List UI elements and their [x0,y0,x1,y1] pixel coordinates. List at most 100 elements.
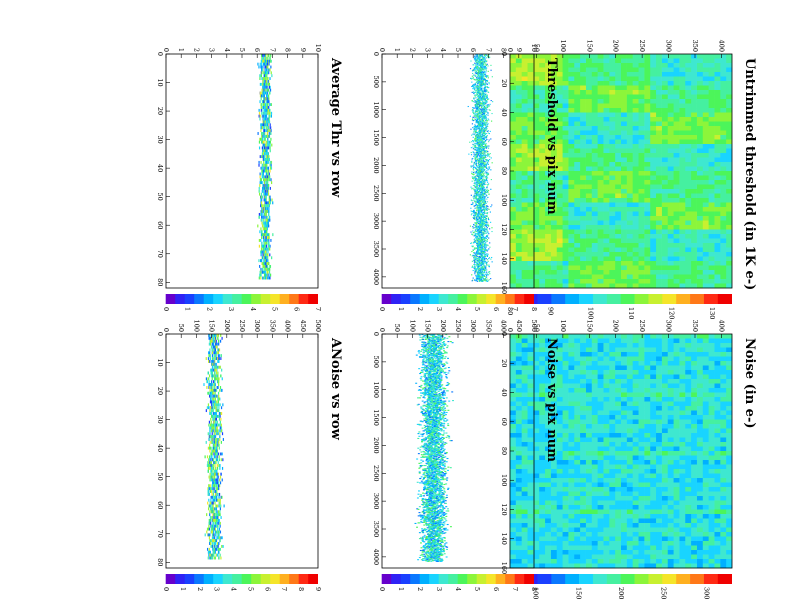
heatmap-cell [702,144,708,149]
heatmap-cell [632,176,638,181]
heatmap-cell [574,203,580,208]
heatmap-cell [603,519,609,524]
heatmap-cell [574,384,580,389]
heatmap-cell [685,447,691,452]
heatmap-cell [650,131,656,136]
heatmap-cell [597,388,603,393]
heatmap-cell [644,375,650,380]
heatmap-cell [562,266,568,271]
heatmap-cell [562,433,568,438]
heatmap-cell [597,234,603,239]
heatmap-cell [708,402,714,407]
heatmap-cell [521,559,527,564]
heatmap-cell [673,275,679,280]
heatmap-cell [726,537,732,542]
heatmap-cell [720,343,726,348]
heatmap-cell [697,469,703,474]
heatmap-cell [551,275,557,280]
color-bar-label: 300 [702,587,710,599]
heatmap-cell [470,60,471,61]
heatmap-cell [477,83,478,84]
heatmap-cell [673,393,679,398]
heatmap-cell [726,483,732,488]
heatmap-cell [574,406,580,411]
heatmap-cell [691,63,697,68]
heatmap-cell [597,257,603,262]
heatmap-cell [632,460,638,465]
heatmap-cell [621,397,627,402]
heatmap-cell [556,465,562,470]
heatmap-cell [521,384,527,389]
heatmap-cell [656,375,662,380]
heatmap-cell [627,370,633,375]
heatmap-cell [702,185,708,190]
heatmap-cell [473,91,474,92]
heatmap-cell [591,501,597,506]
heatmap-cell [726,492,732,497]
heatmap-cell [568,167,574,172]
heatmap-cell [556,221,562,226]
heatmap-cell [591,81,597,86]
color-bar-label: 130 [708,307,716,319]
heatmap-cell [597,279,603,284]
heatmap-cell [632,375,638,380]
heatmap-cell [621,234,627,239]
heatmap-cell [685,460,691,465]
heatmap-cell [562,523,568,528]
heatmap-cell [551,279,557,284]
heatmap-cell [510,153,516,158]
heatmap-cell [597,203,603,208]
heatmap-cell [539,519,545,524]
heatmap-cell [527,63,533,68]
heatmap-cell [591,559,597,564]
heatmap-cell [603,162,609,167]
heatmap-cell [685,126,691,131]
heatmap-cell [726,528,732,533]
heatmap-cell [615,348,621,353]
heatmap-cell [714,537,720,542]
heatmap-cell [679,388,685,393]
heatmap-cell [650,375,656,380]
heatmap-cell [679,122,685,127]
heatmap-cell [603,532,609,537]
heatmap-cell [650,194,656,199]
heatmap-cell [632,185,638,190]
heatmap-cell [521,216,527,221]
heatmap-cell [708,379,714,384]
heatmap-cell [603,375,609,380]
heatmap-cell [574,496,580,501]
heatmap-cell [591,420,597,425]
heatmap-cell [697,559,703,564]
heatmap-cell [673,63,679,68]
heatmap-cell [580,207,586,212]
color-bar-label: 150 [574,587,582,599]
heatmap-cell [615,189,621,194]
heatmap-cell [627,203,633,208]
heatmap-cell [667,284,673,289]
heatmap-cell [562,415,568,420]
heatmap-cell [685,248,691,253]
heatmap-cell [632,171,638,176]
heatmap-cell [539,492,545,497]
heatmap-cell [615,375,621,380]
heatmap-cell [615,162,621,167]
heatmap-cell [586,541,592,546]
heatmap-cell [615,252,621,257]
heatmap-cell [632,189,638,194]
heatmap-cell [662,483,668,488]
heatmap-cell [697,162,703,167]
heatmap-cell [714,239,720,244]
heatmap-cell [516,523,522,528]
heatmap-cell [562,361,568,366]
heatmap-cell [597,158,603,163]
heatmap-cell [720,158,726,163]
heatmap-cell [691,361,697,366]
heatmap-cell [720,54,726,59]
heatmap-cell [615,496,621,501]
heatmap-cell [656,140,662,145]
heatmap-cell [586,384,592,389]
heatmap-cell [615,541,621,546]
heatmap-cell [656,176,662,181]
heatmap-cell [574,492,580,497]
heatmap-cell [527,180,533,185]
